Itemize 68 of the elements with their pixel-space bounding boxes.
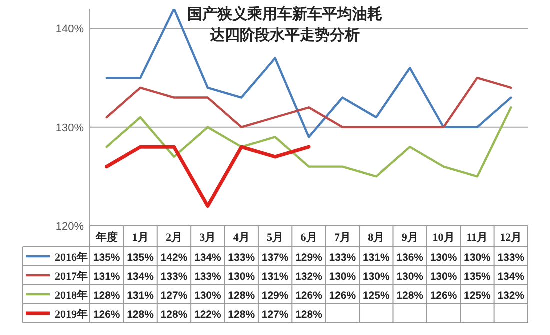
data-label: 126% [329, 290, 357, 302]
y-tick-label: 140% [56, 24, 84, 36]
legend-label: 2017年 [55, 270, 88, 283]
data-label: 133% [194, 271, 222, 283]
legend-label: 2018年 [55, 289, 88, 302]
data-label: 126% [93, 309, 121, 321]
data-label: 130% [362, 271, 390, 283]
data-label: 133% [329, 252, 357, 264]
legend-label: 2016年 [55, 251, 88, 264]
data-label: 129% [296, 252, 324, 264]
x-tick-label: 4月 [233, 232, 250, 244]
data-label: 135% [93, 252, 121, 264]
data-label: 131% [362, 252, 390, 264]
legend-label: 2019年 [55, 308, 88, 321]
data-label: 128% [228, 290, 256, 302]
data-label: 131% [127, 290, 155, 302]
x-tick-label: 7月 [334, 232, 351, 244]
x-tick-label: 8月 [368, 232, 385, 244]
data-label: 142% [160, 252, 188, 264]
x-tick-label: 10月 [432, 232, 455, 244]
x-tick-label: 5月 [267, 232, 284, 244]
data-label: 131% [93, 271, 121, 283]
x-tick-label: 11月 [466, 232, 488, 244]
data-label: 127% [262, 309, 290, 321]
data-label: 129% [262, 290, 290, 302]
data-label: 126% [430, 290, 458, 302]
data-label: 134% [194, 252, 222, 264]
data-label: 128% [396, 290, 424, 302]
data-label: 133% [228, 252, 256, 264]
data-label: 128% [296, 309, 324, 321]
data-label: 128% [228, 309, 256, 321]
data-label: 133% [498, 252, 526, 264]
data-label: 125% [362, 290, 390, 302]
data-label: 135% [464, 271, 492, 283]
x-tick-label: 年度 [94, 231, 118, 244]
y-tick-label: 130% [56, 122, 84, 134]
data-label: 130% [430, 271, 458, 283]
data-label: 135% [127, 252, 155, 264]
x-tick-label: 3月 [200, 232, 216, 244]
data-label: 127% [160, 290, 188, 302]
data-label: 132% [296, 271, 324, 283]
data-label: 128% [160, 309, 188, 321]
x-tick-label: 12月 [500, 232, 522, 244]
data-label: 130% [329, 271, 357, 283]
data-label: 137% [262, 252, 290, 264]
data-label: 130% [194, 290, 222, 302]
data-label: 131% [262, 271, 290, 283]
data-label: 130% [396, 271, 424, 283]
data-label: 132% [498, 290, 526, 302]
data-label: 134% [498, 271, 526, 283]
data-label: 122% [194, 309, 222, 321]
x-tick-label: 6月 [300, 232, 318, 244]
data-label: 128% [127, 309, 155, 321]
x-tick-label: 9月 [402, 232, 418, 244]
data-label: 133% [160, 271, 188, 283]
y-tick-label: 120% [56, 221, 84, 233]
data-label: 134% [127, 271, 155, 283]
data-label: 136% [396, 252, 424, 264]
text: 达四阶段水平走势分析 [209, 27, 360, 44]
data-label: 130% [430, 252, 458, 264]
data-label: 128% [93, 290, 121, 302]
data-label: 130% [228, 271, 256, 283]
data-label: 125% [464, 290, 492, 302]
data-label: 126% [296, 290, 324, 302]
data-label: 130% [464, 252, 492, 264]
chart-title: 国产狭义乘用车新车平均油耗 [188, 5, 382, 23]
x-tick-label: 2月 [166, 232, 182, 244]
x-tick-label: 1月 [132, 232, 149, 244]
